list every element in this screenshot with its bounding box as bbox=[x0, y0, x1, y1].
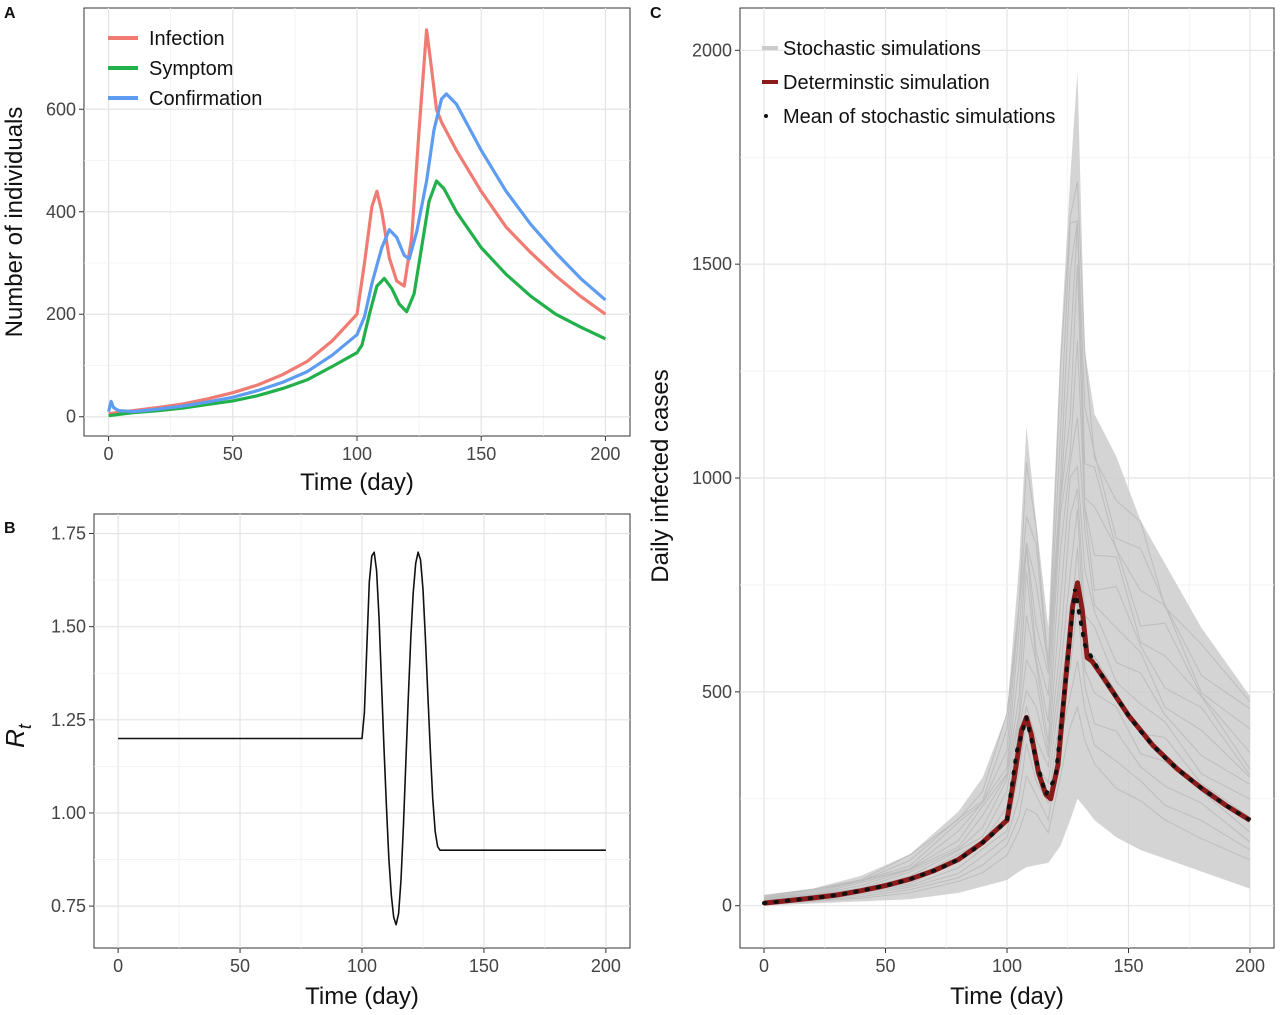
panel-a: A 0 50 100 150 200 0 200 400 600 Infection Sympt… bbox=[1, 5, 631, 496]
x-tick-label: 150 bbox=[466, 444, 496, 464]
x-tick-label: 150 bbox=[1113, 956, 1143, 976]
y-tick-label: 200 bbox=[46, 304, 76, 324]
stochastic-simulation-line bbox=[764, 660, 1251, 904]
x-tick-label: 200 bbox=[1235, 956, 1265, 976]
y-tick-label: 1000 bbox=[692, 468, 732, 488]
panel-b-y-axis-label: Rt bbox=[0, 723, 35, 748]
y-tick-label: 2000 bbox=[692, 40, 732, 60]
panel-b-x-ticks: 0 50 100 150 200 bbox=[113, 948, 621, 976]
panel-c-x-axis-label: Time (day) bbox=[950, 983, 1064, 1010]
legend-label: Mean of stochastic simulations bbox=[783, 106, 1055, 128]
stochastic-simulation-line bbox=[763, 223, 1251, 899]
stochastic-simulation-line bbox=[764, 603, 1251, 904]
panel-c-legend: Stochastic simulations Determinstic simul… bbox=[762, 38, 1055, 128]
panel-c-y-axis-label: Daily infected cases bbox=[647, 369, 674, 582]
x-tick-label: 100 bbox=[992, 956, 1022, 976]
panel-b-grid bbox=[94, 514, 630, 948]
stochastic-simulation-line bbox=[763, 264, 1251, 899]
x-tick-label: 50 bbox=[223, 444, 243, 464]
y-tick-label: 1.00 bbox=[51, 803, 86, 823]
x-tick-label: 0 bbox=[759, 956, 769, 976]
x-tick-label: 100 bbox=[347, 956, 377, 976]
panel-b-x-axis-label: Time (day) bbox=[305, 983, 419, 1010]
x-tick-label: 200 bbox=[590, 444, 620, 464]
y-tick-label: 0.75 bbox=[51, 896, 86, 916]
x-tick-label: 150 bbox=[469, 956, 499, 976]
legend-label: Confirmation bbox=[149, 88, 262, 110]
panel-b-label: B bbox=[4, 520, 16, 537]
x-tick-label: 0 bbox=[113, 956, 123, 976]
panel-b: B 0 50 100 150 200 0.75 1.00 1.25 1.50 1.75 Time… bbox=[0, 513, 631, 1010]
panel-a-label: A bbox=[4, 5, 16, 22]
y-tick-label: 1.25 bbox=[51, 710, 86, 730]
panel-b-lines bbox=[118, 551, 606, 926]
stochastic-simulation-line bbox=[763, 547, 1251, 903]
stochastic-simulation-line bbox=[764, 705, 1251, 905]
stochastic-simulations-band bbox=[764, 71, 1250, 906]
y-tick-label: 500 bbox=[702, 682, 732, 702]
x-tick-label: 50 bbox=[230, 956, 250, 976]
series-line-rt bbox=[118, 551, 606, 926]
legend-label: Infection bbox=[149, 28, 225, 50]
y-tick-label: 1500 bbox=[692, 254, 732, 274]
legend-label: Stochastic simulations bbox=[783, 38, 981, 60]
panel-a-lines bbox=[107, 28, 607, 418]
x-tick-label: 0 bbox=[104, 444, 114, 464]
y-tick-label: 1.50 bbox=[51, 617, 86, 637]
stochastic-simulation-line bbox=[763, 220, 1251, 898]
y-tick-label: 0 bbox=[722, 896, 732, 916]
stochastic-simulation-line bbox=[763, 340, 1251, 900]
panel-c-x-ticks: 0 50 100 150 200 bbox=[759, 948, 1265, 976]
legend-label: Symptom bbox=[149, 58, 233, 80]
x-tick-label: 100 bbox=[342, 444, 372, 464]
series-line-infection bbox=[108, 28, 607, 416]
series-line-mean-stochastic bbox=[762, 588, 1252, 906]
panel-a-grid bbox=[84, 8, 630, 436]
y-tick-label: 400 bbox=[46, 202, 76, 222]
panel-c-lines bbox=[762, 580, 1252, 906]
y-tick-label: 0 bbox=[66, 407, 76, 427]
legend-swatch bbox=[764, 114, 768, 118]
series-line-symptom bbox=[108, 179, 607, 418]
legend-label: Determinstic simulation bbox=[783, 72, 990, 94]
stochastic-simulation-line bbox=[763, 465, 1251, 901]
panel-b-y-axis-label-subscript: t bbox=[15, 723, 35, 729]
y-tick-label: 600 bbox=[46, 99, 76, 119]
panel-c-y-ticks: 0 500 1000 1500 2000 bbox=[692, 40, 740, 916]
stochastic-simulation-line bbox=[763, 417, 1251, 900]
x-tick-label: 200 bbox=[591, 956, 621, 976]
panel-a-y-ticks: 0 200 400 600 bbox=[46, 99, 84, 427]
panel-a-legend: Infection Symptom Confirmation bbox=[108, 28, 262, 110]
y-tick-label: 1.75 bbox=[51, 524, 86, 544]
series-line-confirmation bbox=[107, 92, 607, 414]
panel-a-x-axis-label: Time (day) bbox=[300, 469, 414, 496]
stochastic-simulation-line bbox=[763, 181, 1251, 896]
panel-c-label: C bbox=[650, 5, 662, 22]
panel-a-x-ticks: 0 50 100 150 200 bbox=[104, 436, 620, 464]
panel-a-y-axis-label: Number of individuals bbox=[1, 107, 28, 338]
panel-b-y-ticks: 0.75 1.00 1.25 1.50 1.75 bbox=[51, 524, 94, 916]
panel-b-y-axis-label-main: R bbox=[0, 729, 30, 748]
panel-c: C 0 50 100 150 200 0 500 1000 1500 2000 Stochast… bbox=[647, 5, 1275, 1010]
x-tick-label: 50 bbox=[875, 956, 895, 976]
